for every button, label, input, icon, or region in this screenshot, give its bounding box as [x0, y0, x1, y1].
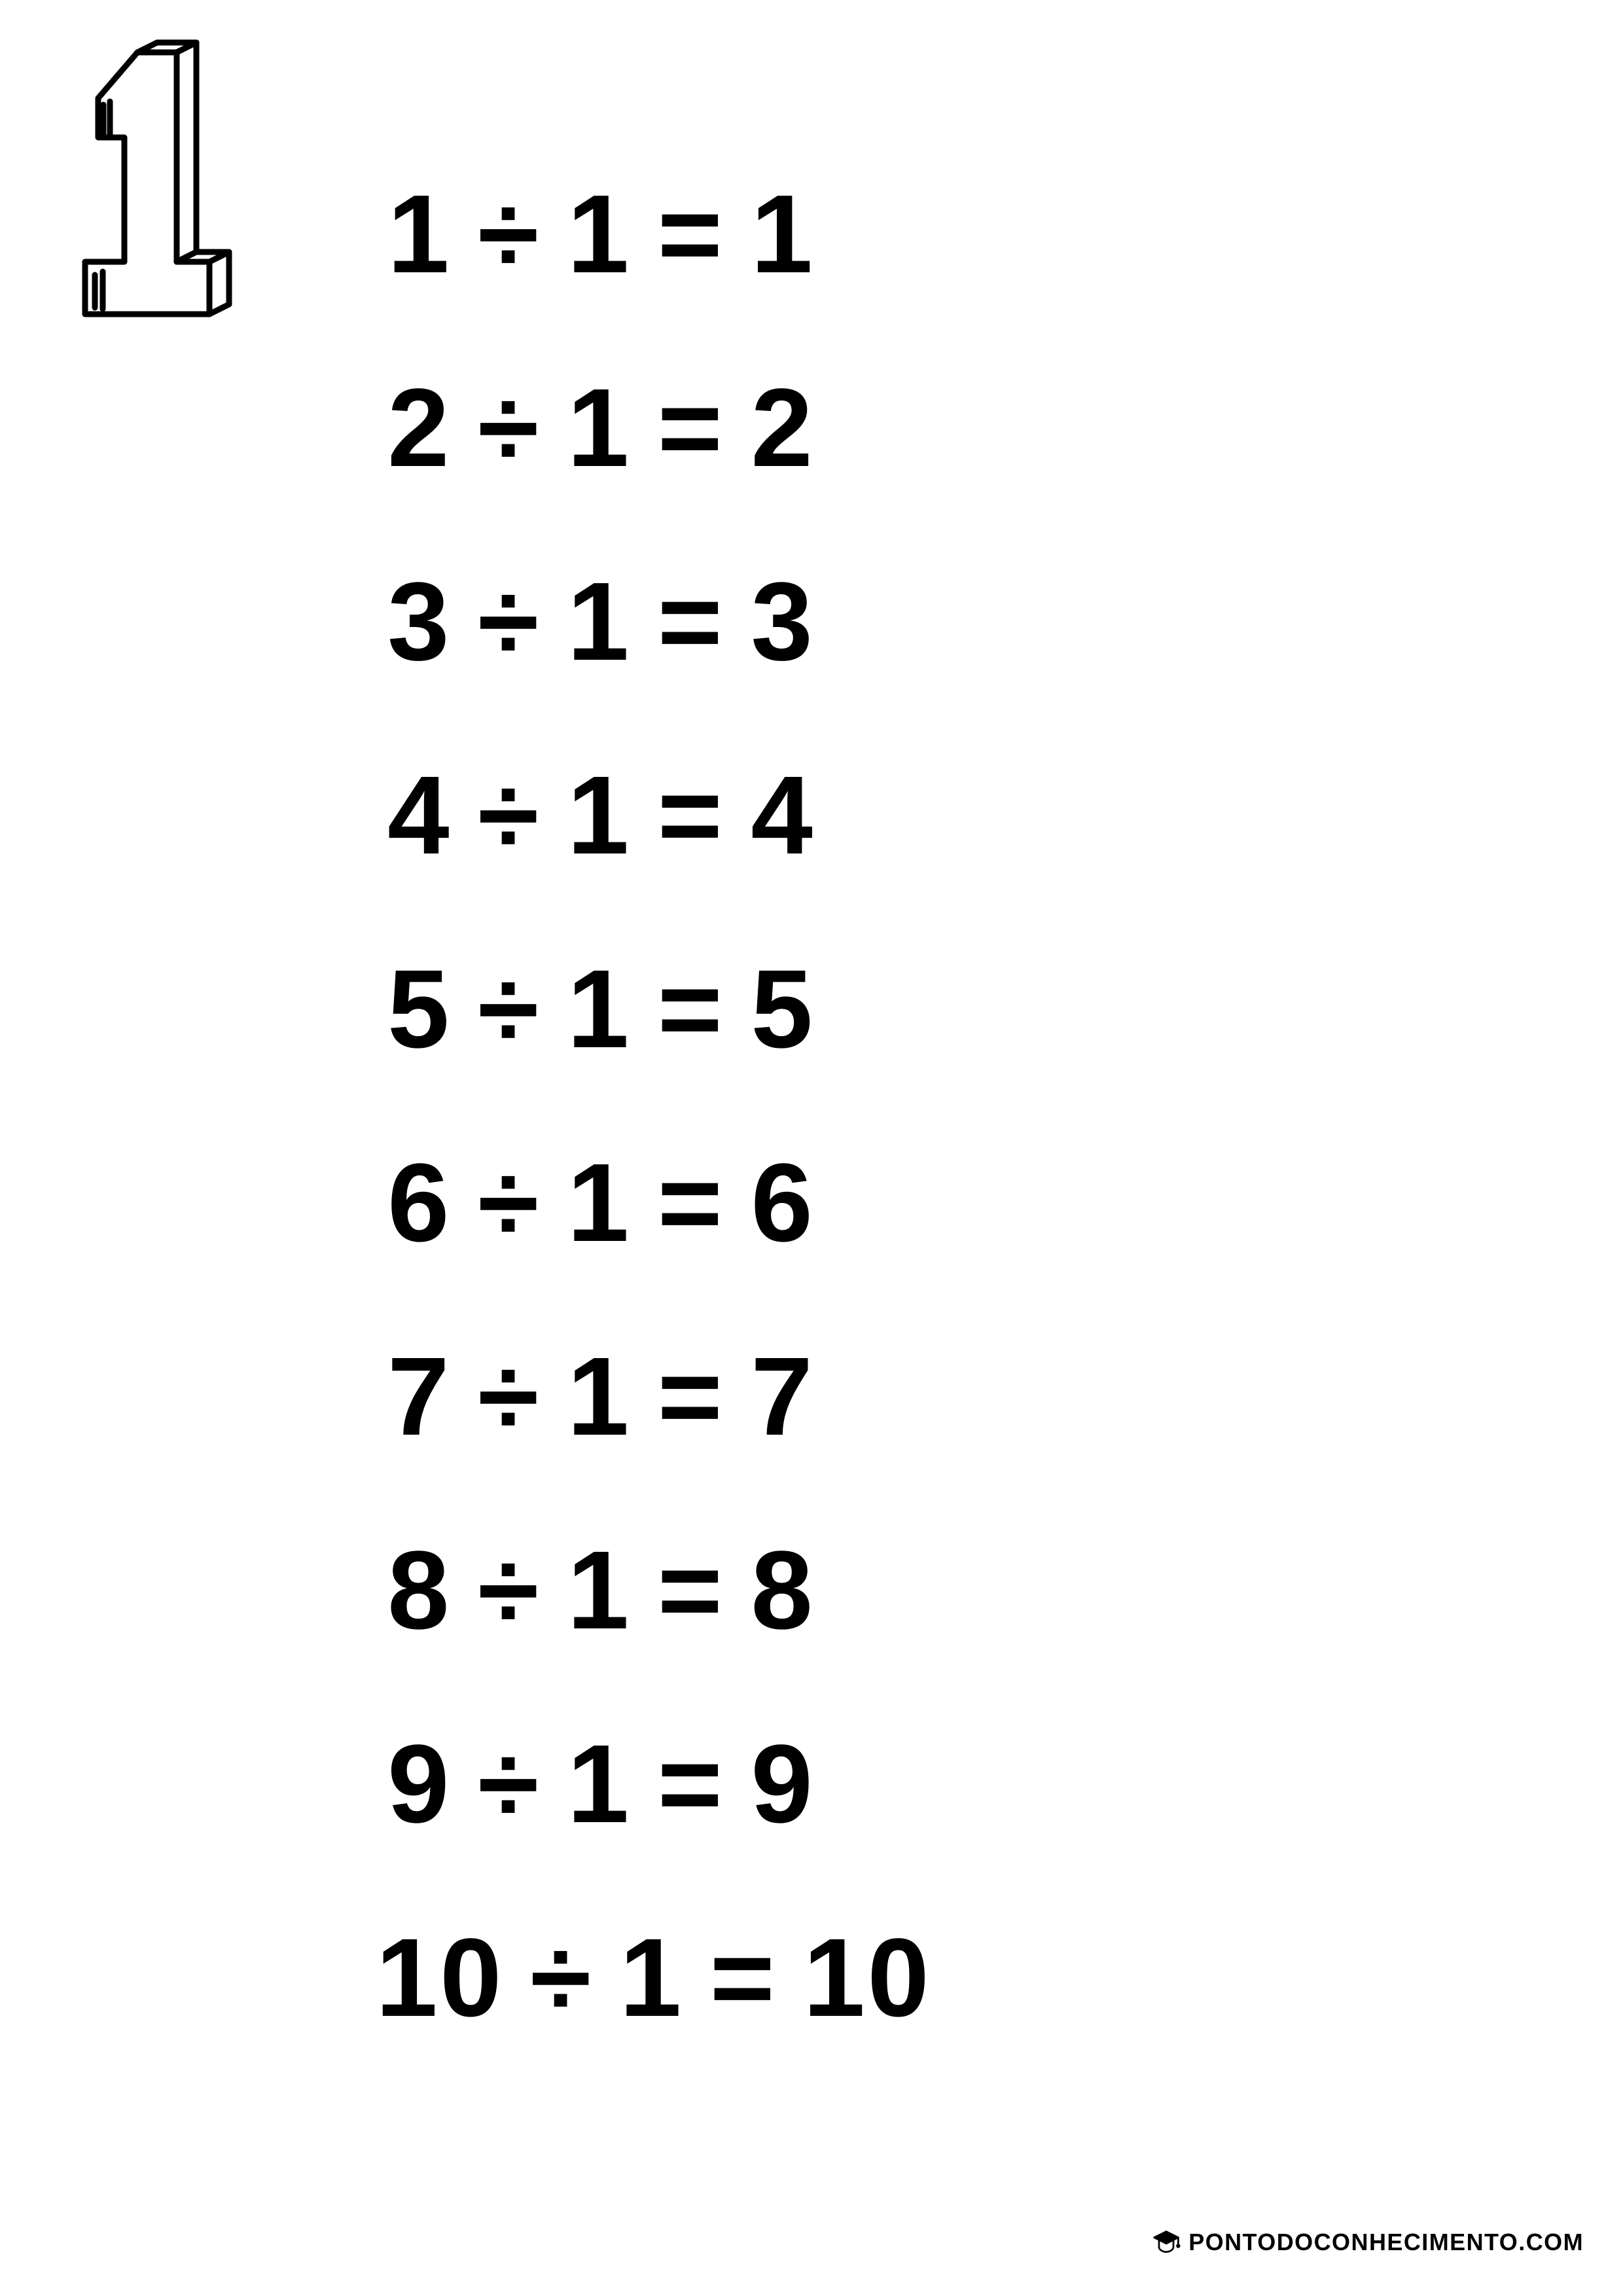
- graduation-cap-icon: [1152, 2228, 1181, 2257]
- equals-sign: =: [658, 751, 725, 880]
- divisor-value: 1: [567, 1526, 632, 1655]
- equals-sign: =: [658, 170, 725, 298]
- result-value: 8: [751, 1526, 842, 1655]
- dividend-value: 2: [360, 364, 452, 492]
- result-value: 1: [751, 170, 842, 298]
- result-value: 7: [751, 1333, 842, 1461]
- result-value: 2: [751, 364, 842, 492]
- dividend-value: 1: [360, 170, 452, 298]
- equals-sign: =: [658, 1139, 725, 1267]
- equation-row: 8 ÷ 1 = 8: [360, 1526, 931, 1655]
- division-sign: ÷: [478, 1526, 541, 1655]
- equation-row: 5 ÷ 1 = 5: [360, 945, 931, 1073]
- equals-sign: =: [658, 1720, 725, 1848]
- equals-sign: =: [658, 364, 725, 492]
- result-value: 5: [751, 945, 842, 1073]
- equation-row: 3 ÷ 1 = 3: [360, 558, 931, 686]
- dividend-value: 3: [360, 558, 452, 686]
- equation-row: 7 ÷ 1 = 7: [360, 1333, 931, 1461]
- dividend-value: 4: [360, 751, 452, 880]
- division-sign: ÷: [478, 1333, 541, 1461]
- division-sign: ÷: [478, 945, 541, 1073]
- divisor-value: 1: [567, 364, 632, 492]
- divisor-value: 1: [567, 1720, 632, 1848]
- equals-sign: =: [658, 945, 725, 1073]
- divisor-value: 1: [567, 170, 632, 298]
- result-value: 3: [751, 558, 842, 686]
- division-sign: ÷: [478, 170, 541, 298]
- division-sign: ÷: [478, 558, 541, 686]
- division-table: 1 ÷ 1 = 1 2 ÷ 1 = 2 3 ÷ 1 = 3 4 ÷ 1 = 4 …: [360, 170, 931, 2042]
- division-sign: ÷: [478, 1720, 541, 1848]
- dividend-value: 5: [360, 945, 452, 1073]
- dividend-value: 9: [360, 1720, 452, 1848]
- result-value: 9: [751, 1720, 842, 1848]
- equals-sign: =: [658, 558, 725, 686]
- divisor-value: 1: [567, 945, 632, 1073]
- decorative-number-one: [39, 39, 249, 327]
- equals-sign: =: [710, 1914, 777, 2042]
- divisor-value: 1: [567, 1139, 632, 1267]
- divisor-value: 1: [620, 1914, 684, 2042]
- number-one-icon: [39, 39, 249, 327]
- equation-row: 4 ÷ 1 = 4: [360, 751, 931, 880]
- dividend-value: 10: [360, 1914, 504, 2042]
- result-value: 4: [751, 751, 842, 880]
- equals-sign: =: [658, 1333, 725, 1461]
- equation-row: 10 ÷ 1 = 10: [360, 1914, 931, 2042]
- equals-sign: =: [658, 1526, 725, 1655]
- equation-row: 1 ÷ 1 = 1: [360, 170, 931, 298]
- equation-row: 2 ÷ 1 = 2: [360, 364, 931, 492]
- footer-text: PONTODOCONHECIMENTO.COM: [1188, 2229, 1584, 2256]
- dividend-value: 6: [360, 1139, 452, 1267]
- divisor-value: 1: [567, 751, 632, 880]
- division-sign: ÷: [478, 1139, 541, 1267]
- dividend-value: 8: [360, 1526, 452, 1655]
- divisor-value: 1: [567, 558, 632, 686]
- footer-attribution: PONTODOCONHECIMENTO.COM: [1152, 2228, 1584, 2257]
- dividend-value: 7: [360, 1333, 452, 1461]
- division-sign: ÷: [478, 751, 541, 880]
- equation-row: 9 ÷ 1 = 9: [360, 1720, 931, 1848]
- division-sign: ÷: [478, 364, 541, 492]
- result-value: 6: [751, 1139, 842, 1267]
- equation-row: 6 ÷ 1 = 6: [360, 1139, 931, 1267]
- divisor-value: 1: [567, 1333, 632, 1461]
- division-sign: ÷: [530, 1914, 594, 2042]
- result-value: 10: [803, 1914, 931, 2042]
